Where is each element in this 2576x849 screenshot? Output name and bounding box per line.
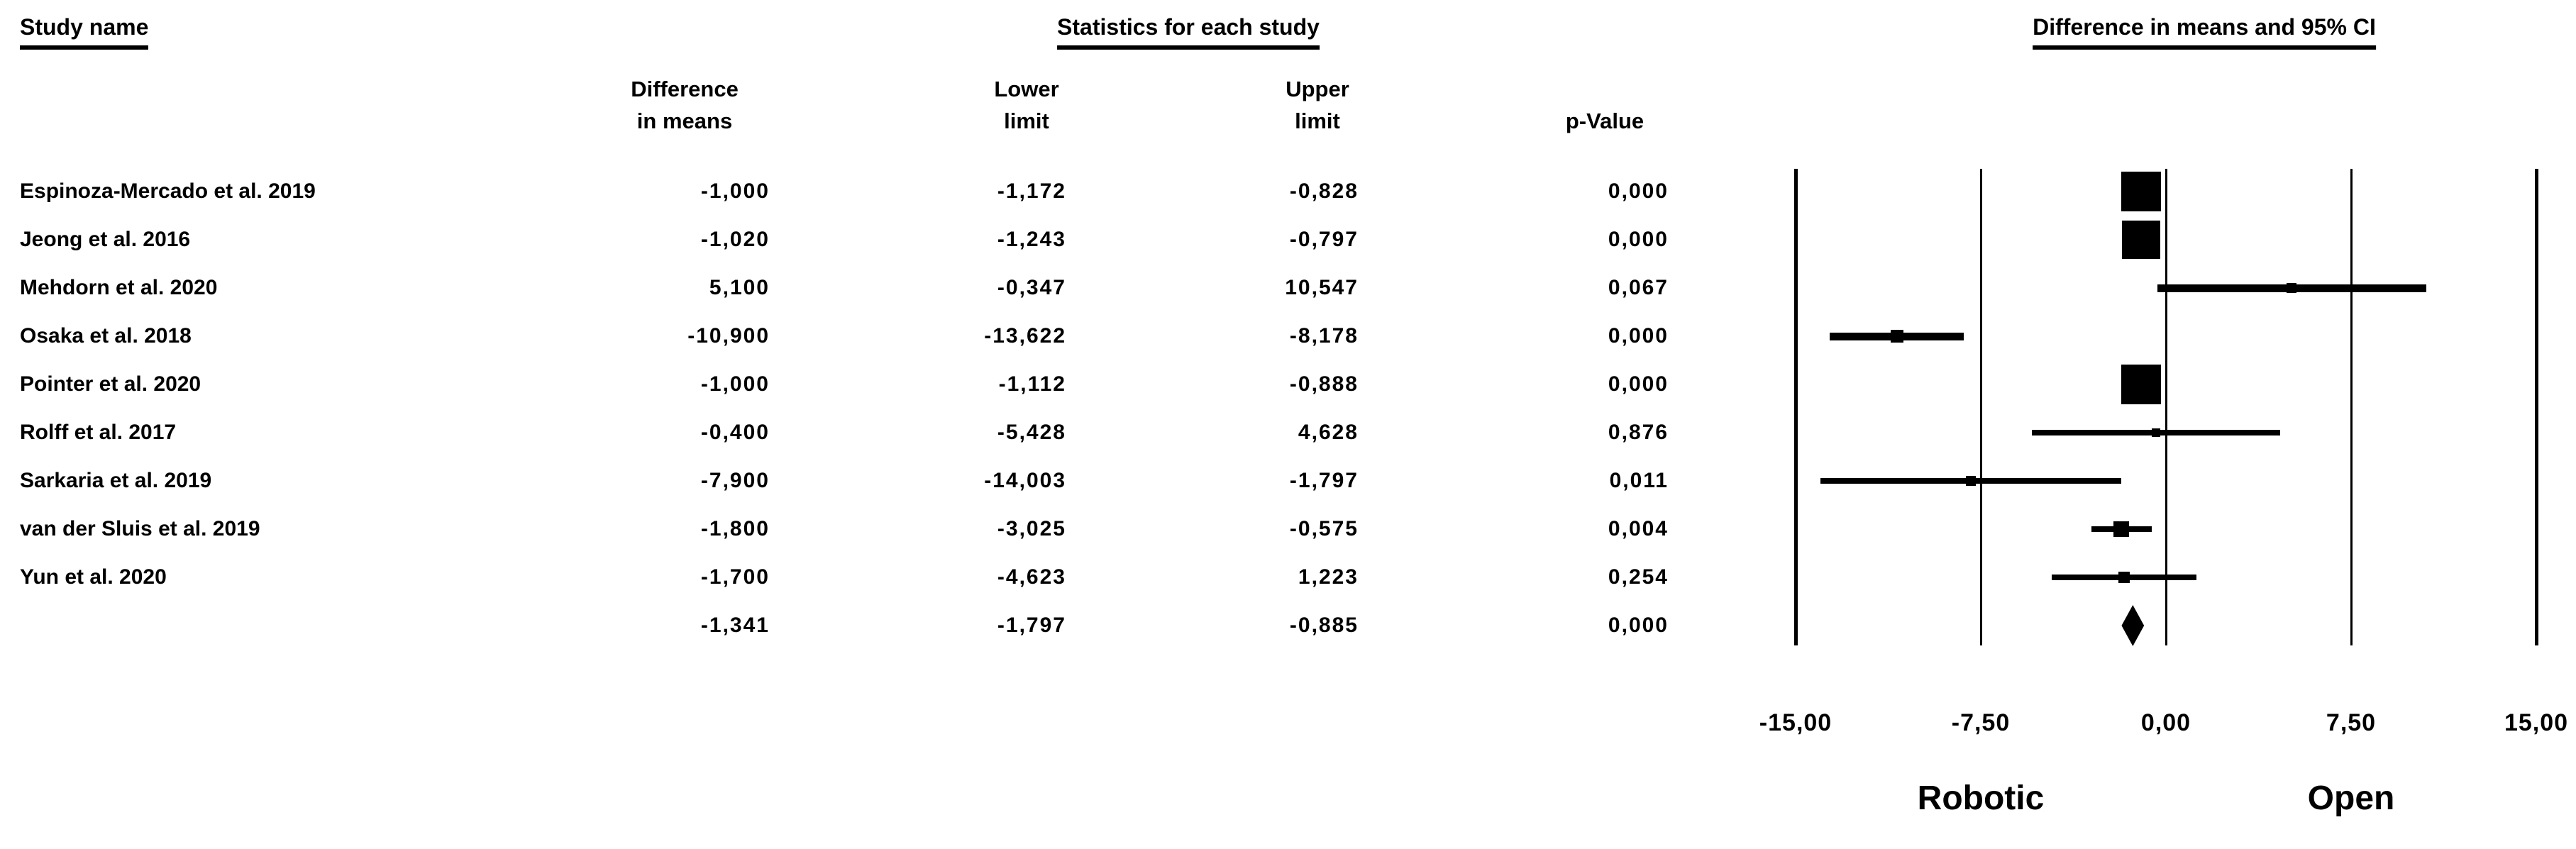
lower-limit-column-header: Lower limit <box>994 73 1058 137</box>
upper-limit-value: -0,797 <box>1289 228 1359 251</box>
gridline <box>2350 169 2353 645</box>
p-value: 0,000 <box>1608 179 1669 203</box>
study-name: Espinoza-Mercado et al. 2019 <box>20 179 316 203</box>
gridline <box>2165 169 2167 645</box>
upper-limit-value: -0,888 <box>1289 372 1359 396</box>
summary-diamond <box>2121 605 2145 646</box>
diff-in-means-value: -10,900 <box>687 324 770 348</box>
diff-in-means-value: -1,020 <box>700 228 770 251</box>
study-name: Pointer et al. 2020 <box>20 372 201 396</box>
p-value: 0,254 <box>1608 565 1669 589</box>
point-estimate-marker <box>2121 365 2162 404</box>
upper-limit-value: -0,575 <box>1289 517 1359 540</box>
point-estimate-marker <box>2113 521 2130 537</box>
upper-limit-column-header: Upper limit <box>1286 73 1349 137</box>
diff-in-means-value: -1,000 <box>700 179 770 203</box>
p-value: 0,000 <box>1608 228 1669 251</box>
p-value: 0,067 <box>1608 276 1669 299</box>
diff-in-means-value: -1,700 <box>700 565 770 589</box>
gridline <box>1979 169 1982 645</box>
upper-limit-value: -0,828 <box>1289 179 1359 203</box>
study-name-header: Study name <box>20 14 149 50</box>
axis-tick-label: 0,00 <box>2140 709 2191 736</box>
diff-header-line2: in means <box>636 109 733 133</box>
point-estimate-marker <box>2121 172 2162 211</box>
p-value: 0,011 <box>1609 469 1669 492</box>
p-value: 0,000 <box>1608 372 1669 396</box>
diff-in-means-value: -1,800 <box>700 517 770 540</box>
study-name: Sarkaria et al. 2019 <box>20 469 212 492</box>
axis-tick-label: -15,00 <box>1759 709 1833 736</box>
upper-header-line2: limit <box>1295 109 1340 133</box>
point-estimate-marker <box>2118 572 2130 583</box>
gridline <box>1793 169 1798 645</box>
gridline <box>2534 169 2538 645</box>
point-estimate-marker <box>2152 428 2161 437</box>
p-value: 0,004 <box>1608 517 1669 540</box>
point-estimate-marker <box>1966 476 1977 486</box>
upper-limit-value: 10,547 <box>1285 276 1359 299</box>
study-name: Mehdorn et al. 2020 <box>20 276 218 299</box>
lower-limit-value: -13,622 <box>984 324 1066 348</box>
p-value: 0,000 <box>1608 614 1669 637</box>
study-name: Jeong et al. 2016 <box>20 228 191 251</box>
study-name: Rolff et al. 2017 <box>20 421 177 444</box>
p-value: 0,000 <box>1608 324 1669 348</box>
lower-header-line2: limit <box>1004 109 1049 133</box>
lower-limit-value: -1,172 <box>997 179 1066 203</box>
upper-limit-value: -8,178 <box>1289 324 1359 348</box>
statistics-header: Statistics for each study <box>1057 14 1320 50</box>
study-name: Osaka et al. 2018 <box>20 324 192 348</box>
diff-in-means-value: -1,341 <box>700 614 770 637</box>
diff-header-line1: Difference <box>631 77 739 101</box>
diff-in-means-value: 5,100 <box>709 276 770 299</box>
diff-in-means-value: -7,900 <box>700 469 770 492</box>
lower-header-line1: Lower <box>994 77 1059 101</box>
point-estimate-marker <box>1890 330 1903 343</box>
point-estimate-marker <box>2121 221 2160 259</box>
lower-limit-value: -14,003 <box>984 469 1066 492</box>
lower-limit-value: -0,347 <box>997 276 1066 299</box>
upper-limit-value: -0,885 <box>1289 614 1359 637</box>
ci-header: Difference in means and 95% CI <box>2033 14 2376 50</box>
axis-tick-label: -7,50 <box>1951 709 2011 736</box>
lower-limit-value: -1,243 <box>997 228 1066 251</box>
lower-limit-value: -1,112 <box>998 372 1066 396</box>
p-value: 0,876 <box>1608 421 1669 444</box>
diff-in-means-column-header: Difference in means <box>631 73 739 137</box>
study-name: van der Sluis et al. 2019 <box>20 517 260 540</box>
lower-limit-value: -4,623 <box>997 565 1066 589</box>
p-value-column-header: p-Value <box>1565 109 1644 133</box>
diff-in-means-value: -0,400 <box>700 421 770 444</box>
upper-limit-value: -1,797 <box>1289 469 1359 492</box>
point-estimate-marker <box>2287 283 2297 293</box>
lower-limit-value: -1,797 <box>997 614 1066 637</box>
axis-tick-label: 7,50 <box>2326 709 2377 736</box>
robotic-group-label: Robotic <box>1917 779 2045 817</box>
upper-header-line1: Upper <box>1286 77 1349 101</box>
lower-limit-value: -5,428 <box>997 421 1066 444</box>
diff-in-means-value: -1,000 <box>700 372 770 396</box>
upper-limit-value: 1,223 <box>1298 565 1359 589</box>
study-name: Yun et al. 2020 <box>20 565 167 589</box>
lower-limit-value: -3,025 <box>997 517 1066 540</box>
axis-tick-label: 15,00 <box>2504 709 2569 736</box>
open-group-label: Open <box>2307 779 2395 817</box>
upper-limit-value: 4,628 <box>1298 421 1359 444</box>
